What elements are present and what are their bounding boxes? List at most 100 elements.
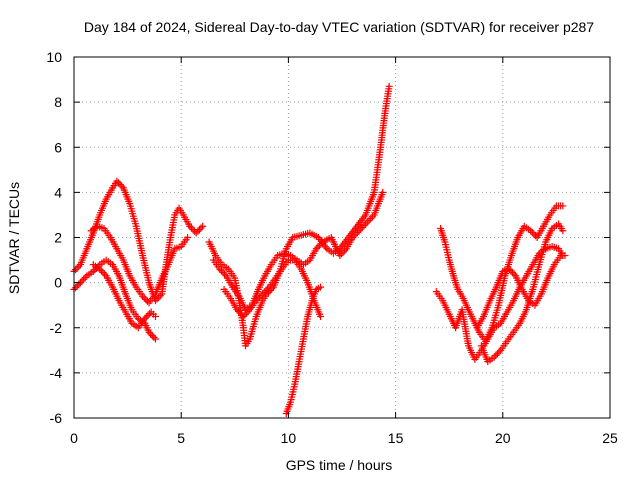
data-point (96, 265, 104, 273)
data-point (118, 182, 126, 190)
data-point (244, 307, 252, 315)
data-point (350, 232, 358, 240)
data-point (145, 328, 153, 336)
data-point (156, 292, 164, 300)
data-point (254, 295, 262, 303)
data-point (337, 250, 345, 258)
data-point (147, 330, 155, 338)
data-point (243, 309, 251, 317)
data-point (189, 226, 197, 234)
y-tick-label: 4 (54, 184, 62, 200)
data-point (510, 270, 518, 278)
data-point (155, 293, 163, 301)
data-point (336, 252, 344, 260)
y-axis-label: SDTVAR / TECUs (6, 182, 22, 294)
x-tick-label: 5 (177, 430, 185, 446)
data-point (314, 243, 322, 251)
data-point (528, 228, 536, 236)
data-point (199, 222, 207, 230)
y-tick-label: 6 (54, 139, 62, 155)
data-point (354, 228, 362, 236)
data-point (262, 287, 270, 295)
series-track-g (220, 256, 325, 320)
data-point (559, 227, 567, 235)
data-point (217, 267, 225, 275)
x-tick-label: 0 (70, 430, 78, 446)
data-point (527, 227, 535, 235)
data-point (113, 177, 121, 185)
data-point (144, 311, 152, 319)
data-point (236, 309, 244, 317)
data-point (241, 311, 249, 319)
y-tick-label: 2 (54, 230, 62, 246)
data-point (186, 222, 194, 230)
data-point (197, 224, 205, 232)
data-point (358, 223, 366, 231)
data-point (75, 262, 83, 270)
data-point (352, 230, 360, 238)
data-point (151, 335, 159, 343)
data-point (195, 226, 203, 234)
data-point (559, 202, 567, 210)
data-point (317, 283, 325, 291)
data-point (141, 315, 149, 323)
series-track-j (432, 243, 567, 363)
data-point (360, 222, 368, 230)
data-point (255, 293, 263, 301)
data-point (260, 288, 268, 296)
data-point (81, 274, 89, 282)
data-point (216, 265, 224, 273)
series-track-d (89, 261, 159, 332)
data-point (263, 285, 271, 293)
data-point (72, 266, 80, 274)
series-track-k (473, 252, 569, 332)
data-point (97, 267, 105, 275)
x-axis-label: GPS time / hours (286, 457, 393, 473)
data-point (349, 234, 357, 241)
data-point (355, 227, 363, 235)
data-point (89, 267, 97, 275)
data-point (507, 267, 515, 275)
data-point (495, 348, 503, 356)
data-point (142, 313, 150, 321)
data-point (73, 264, 81, 272)
data-point (75, 280, 83, 288)
data-point (233, 306, 241, 314)
data-point (142, 296, 150, 304)
chart-title: Day 184 of 2024, Sidereal Day-to-day VTE… (84, 19, 594, 35)
series-track-h (282, 283, 325, 417)
data-point (257, 292, 265, 300)
data-point (315, 241, 323, 249)
data-point (219, 268, 227, 276)
data-point (80, 275, 88, 283)
data-point (357, 225, 365, 233)
data-point (235, 307, 243, 315)
data-point (312, 245, 320, 253)
data-point (508, 268, 516, 276)
data-point (490, 353, 498, 361)
x-tick-label: 20 (495, 430, 511, 446)
data-point (114, 179, 122, 187)
data-point (187, 224, 195, 232)
axis-ticks: 0 5 10 15 20 25 -6 -4 -2 0 2 4 6 8 10 (46, 49, 618, 446)
series-track-e (205, 82, 393, 350)
y-tick-label: -2 (50, 320, 63, 336)
data-point (151, 312, 159, 320)
data-point (116, 180, 124, 188)
series-track-b (70, 256, 159, 343)
data-point (317, 312, 325, 320)
y-tick-label: -4 (50, 365, 63, 381)
data-point (184, 234, 192, 241)
data-point (379, 188, 387, 196)
data-point (561, 252, 569, 260)
y-tick-label: 10 (46, 49, 62, 65)
data-point (339, 248, 347, 256)
data-point (492, 351, 500, 359)
data-point (72, 284, 80, 292)
data-point (493, 350, 501, 358)
data-point (385, 82, 393, 90)
data-point (148, 332, 156, 340)
series-track-c (87, 222, 192, 307)
plot-points (70, 82, 569, 417)
